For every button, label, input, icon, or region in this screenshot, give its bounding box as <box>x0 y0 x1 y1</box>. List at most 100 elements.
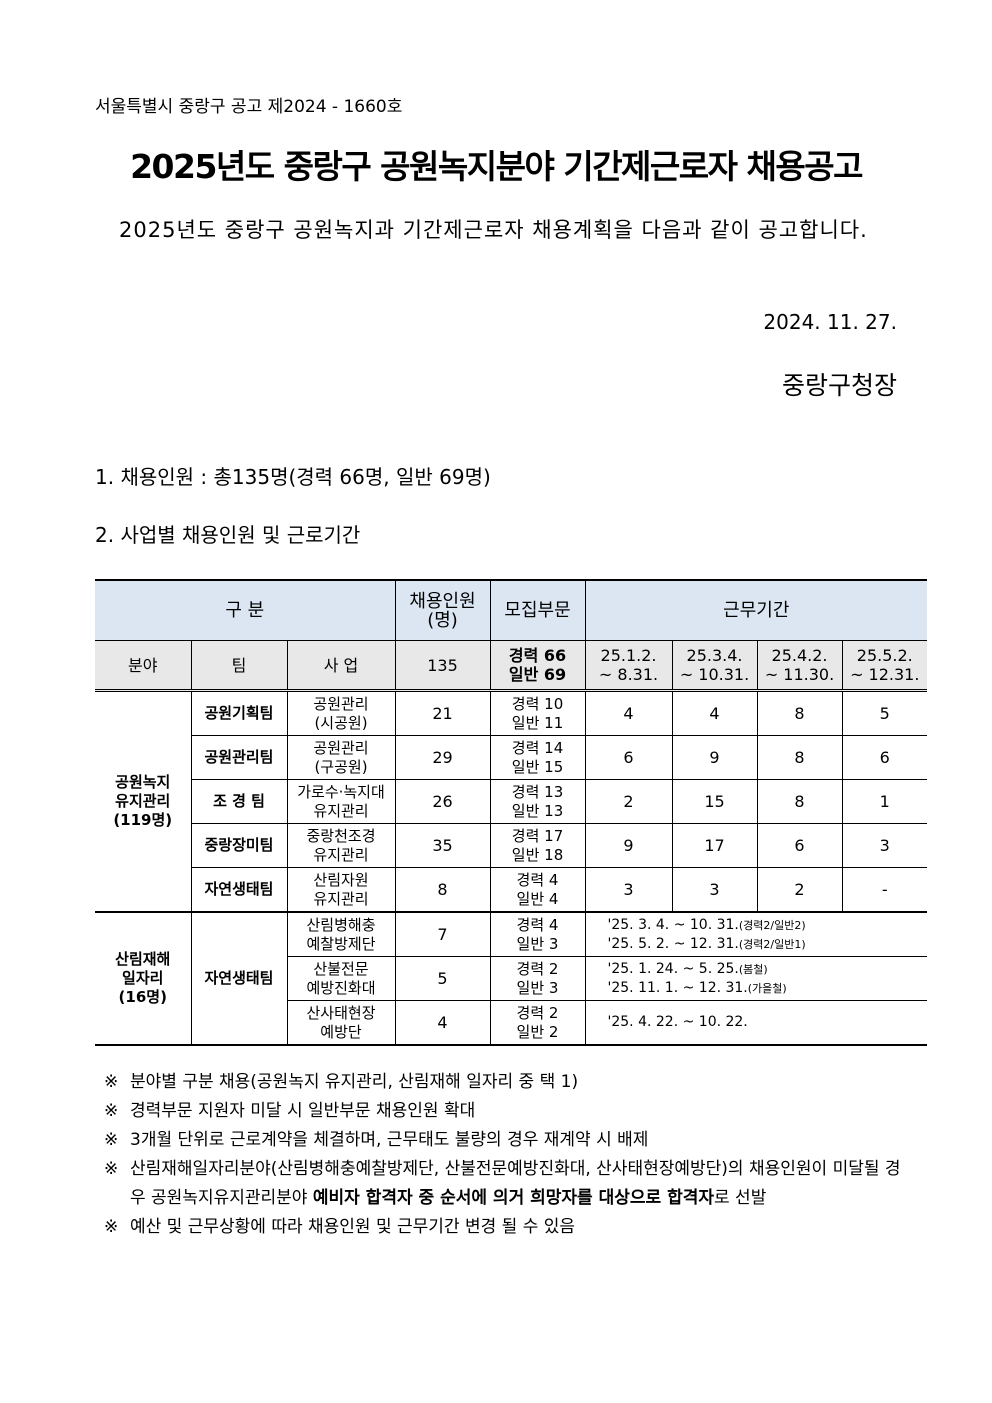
header-row: 구 분 채용인원 (명) 모집부문 근무기간 <box>95 579 928 641</box>
note-text: 경력부문 지원자 미달 시 일반부문 채용인원 확대 <box>130 1097 475 1126</box>
period-note: (경력2/일반2) <box>738 918 806 932</box>
recruit-cell-text: 일반 15 <box>511 757 564 776</box>
recruit-cell: 경력 14 일반 15 <box>489 735 586 780</box>
recruit-cell-text: 일반 2 <box>516 1022 559 1041</box>
count-cell-text: 26 <box>432 792 453 811</box>
period-count-cell-text: 4 <box>709 704 720 723</box>
period-count-cell: 4 <box>584 690 673 736</box>
project-cell: 가로수·녹지대 유지관리 <box>286 779 396 824</box>
section-2-heading: 2. 사업별 채용인원 및 근로기간 <box>95 523 361 547</box>
subheader-period-2: 25.4.2. ~ 11.30. <box>756 640 843 692</box>
header-category-text: 구 분 <box>225 600 265 621</box>
project-cell-text: 산불전문 <box>313 959 369 978</box>
recruit-cell-text: 경력 4 <box>516 915 559 934</box>
field-cell: 산림재해 일자리 (16명) <box>95 911 192 1046</box>
project-cell-text: 공원관리 <box>313 694 369 713</box>
recruit-cell: 경력 13 일반 13 <box>489 779 586 824</box>
project-cell-text: 산림병해충 <box>306 915 376 934</box>
count-cell: 7 <box>394 911 491 957</box>
period-count-cell-text: 8 <box>794 704 805 723</box>
period-count-cell: 5 <box>841 690 928 736</box>
page-title: 2025년도 중랑구 공원녹지분야 기간제근로자 채용공고 <box>130 147 863 186</box>
count-cell-text: 29 <box>432 748 453 767</box>
period-count-cell-text: 5 <box>879 704 890 723</box>
note-text-part: 산림재해일자리분야(산림병해충예찰방제단, 산불전문예방진화대, 산사태현장예방… <box>130 1159 901 1208</box>
count-cell: 21 <box>394 690 491 736</box>
recruit-cell: 경력 2 일반 2 <box>489 1000 586 1046</box>
period-count-cell-text: 1 <box>879 792 890 811</box>
period-count-cell-text: 3 <box>879 836 890 855</box>
subheader-field: 분야 <box>95 640 192 692</box>
count-cell-text: 5 <box>437 969 448 988</box>
period-range-cell: '25. 3. 4. ~ 10. 31.(경력2/일반2) '25. 5. 2. … <box>584 911 928 957</box>
field-cell-text: 유지관리 <box>115 792 171 810</box>
period-count-cell-text: 8 <box>794 748 805 767</box>
subheader-recruit-text: 일반 69 <box>508 665 567 684</box>
field-cell-text: 산림재해 <box>115 950 171 968</box>
period-count-cell-text: 9 <box>623 836 634 855</box>
team-cell-text: 자연생태팀 <box>204 880 274 898</box>
project-cell: 산림자원 유지관리 <box>286 867 396 913</box>
table-row: 산사태현장 예방단 4 경력 2 일반 2 '25. 4. 22. ~ 10. 22. <box>95 1000 928 1046</box>
project-cell-text: 예방단 <box>320 1022 362 1041</box>
period-note: (가을철) <box>747 981 787 995</box>
team-cell-text: 공원관리팀 <box>204 748 274 766</box>
note-text: 산림재해일자리분야(산림병해충예찰방제단, 산불전문예방진화대, 산사태현장예방… <box>130 1155 904 1213</box>
period-count-cell: 8 <box>756 735 843 780</box>
table-row: 자연생태팀 산림자원 유지관리 8 경력 4 일반 4 3 3 2 - <box>95 867 928 913</box>
project-cell-text: 예방진화대 <box>306 978 376 997</box>
note-text-part: 경력부문 지원자 미달 시 일반부문 채용인원 확대 <box>130 1101 476 1121</box>
period-range-cell: '25. 4. 22. ~ 10. 22. <box>584 1000 928 1046</box>
note-item: ※ 산림재해일자리분야(산림병해충예찰방제단, 산불전문예방진화대, 산사태현장예… <box>104 1155 904 1213</box>
team-cell: 자연생태팀 <box>191 867 288 913</box>
period-count-cell: 3 <box>841 823 928 868</box>
team-cell: 공원기획팀 <box>190 690 288 736</box>
project-cell: 공원관리 (시공원) <box>286 690 396 736</box>
subheader-period-3-text: ~ 12.31. <box>850 665 920 684</box>
recruit-cell-text: 경력 2 <box>516 1003 559 1022</box>
table-row: 산불전문 예방진화대 5 경력 2 일반 3'25. 1. 24. ~ 5. 25.(봄… <box>95 956 928 1001</box>
period-count-cell: 3 <box>584 867 673 913</box>
header-period-text: 근무기간 <box>723 600 790 621</box>
period-count-cell: 9 <box>584 823 673 868</box>
subheader-recruit: 경력 66 일반 69 <box>489 640 586 692</box>
period-count-cell: 17 <box>671 823 758 868</box>
reference-mark-icon: ※ <box>104 1072 119 1092</box>
period-range: '25. 5. 2. ~ 12. 31. <box>607 935 739 952</box>
count-cell-text: 35 <box>432 836 453 855</box>
intro-paragraph: 2025년도 중랑구 공원녹지과 기간제근로자 채용계획을 다음과 같이 공고합… <box>119 218 868 242</box>
project-cell: 공원관리 (구공원) <box>286 735 396 780</box>
subheader-period-1-text: ~ 10.31. <box>679 665 750 684</box>
note-emphasis: 예비자 합격자 중 순서에 의거 희망자를 대상으로 합격자 <box>312 1188 715 1208</box>
period-count-cell: 9 <box>671 735 758 780</box>
period-range: '25. 3. 4. ~ 10. 31. <box>607 916 739 933</box>
note-text: 3개월 단위로 근로계약을 체결하며, 근무태도 불량의 경우 재계약 시 배제 <box>130 1126 648 1155</box>
period-count-cell-text: 8 <box>794 792 805 811</box>
recruit-cell-text: 경력 14 <box>511 738 564 757</box>
period-range: '25. 11. 1. ~ 12. 31. <box>607 979 748 996</box>
period-count-cell-text: 6 <box>794 836 805 855</box>
recruit-cell: 경력 4 일반 3 <box>489 911 586 957</box>
project-cell: 중랑천조경 유지관리 <box>286 823 396 868</box>
recruit-cell-text: 경력 4 <box>516 870 559 889</box>
field-cell: 공원녹지 유지관리 (119명) <box>95 690 192 913</box>
note-item: ※ 예산 및 근무상황에 따라 채용인원 및 근무기간 변경 될 수 있음 <box>104 1213 904 1242</box>
project-cell-text: 중랑천조경 <box>306 826 376 845</box>
count-cell: 35 <box>394 823 491 868</box>
period-count-cell-text: 9 <box>709 748 720 767</box>
count-cell: 5 <box>394 956 491 1001</box>
period-count-cell-text: 3 <box>709 880 720 899</box>
recruit-cell: 경력 4 일반 4 <box>489 867 586 913</box>
notes-list: ※ 분야별 구분 채용(공원녹지 유지관리, 산림재해 일자리 중 택 1) ※ 경력… <box>104 1068 904 1242</box>
subheader-row: 분야 팀 사 업 135 경력 66 일반 69 25.1.2. ~ 8.31. 25.3.4.… <box>95 640 928 692</box>
period-count-cell: 2 <box>584 779 673 824</box>
period-count-cell: 1 <box>841 779 928 824</box>
period-count-cell: 2 <box>756 867 843 913</box>
team-cell-text: 중랑장미팀 <box>204 836 274 854</box>
count-cell-text: 8 <box>437 880 448 899</box>
period-count-cell-text: - <box>881 880 888 899</box>
count-cell-text: 21 <box>432 704 453 723</box>
recruitment-table: 구 분 채용인원 (명) 모집부문 근무기간 분야 팀 사 업 135 경력 66 일반 69 25… <box>95 579 928 1046</box>
period-count-cell: 3 <box>671 867 758 913</box>
recruit-cell-text: 일반 4 <box>516 889 559 908</box>
